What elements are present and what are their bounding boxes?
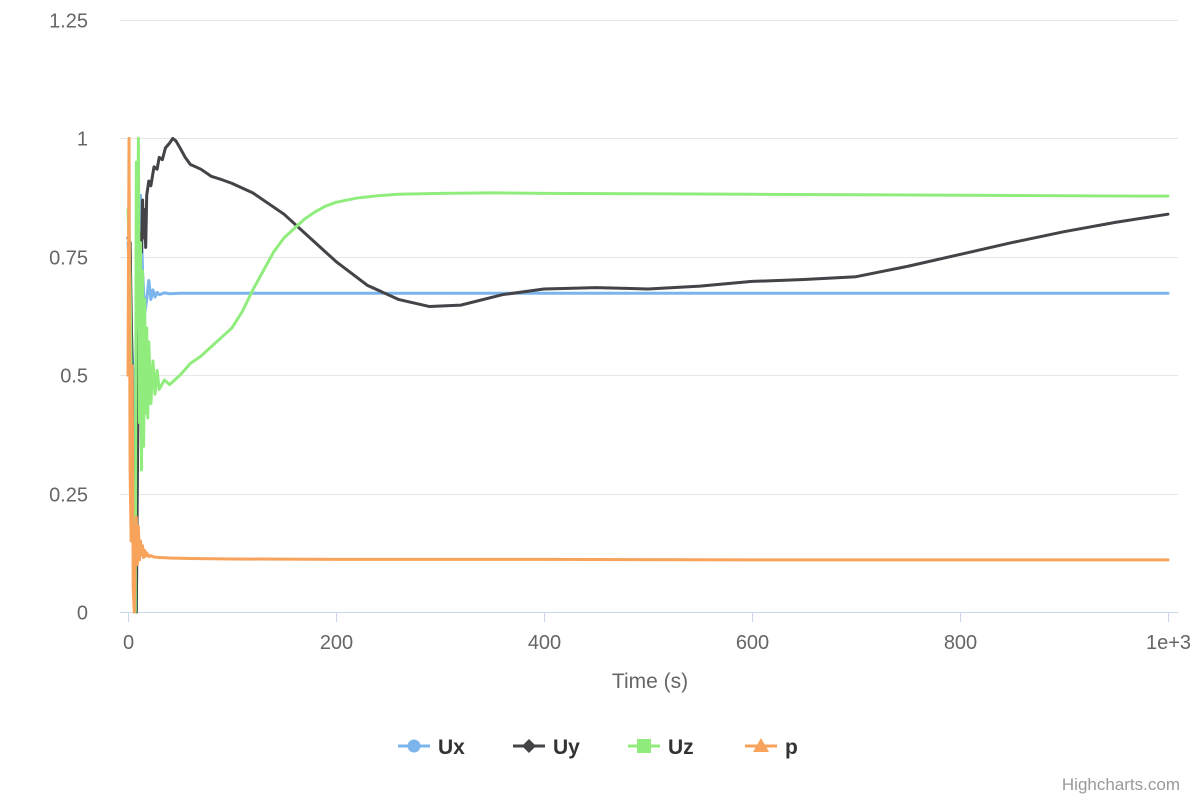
series-line-uz[interactable]: [126, 136, 1170, 614]
legend-label: Uz: [668, 736, 694, 759]
y-tick-label: 0.5: [60, 366, 88, 388]
series-line-uy[interactable]: [126, 136, 1170, 614]
x-tick-label: 400: [528, 632, 561, 654]
triangle-marker-icon: [753, 738, 769, 752]
diamond-marker-icon: [522, 739, 536, 753]
x-tick-label: 600: [736, 632, 769, 654]
x-tick-label: 800: [944, 632, 977, 654]
y-tick-label: 0.25: [49, 485, 88, 507]
legend-item-p[interactable]: p: [745, 736, 798, 759]
grid-lines: [120, 20, 1178, 495]
legend-item-uy[interactable]: Uy: [513, 736, 580, 759]
x-axis: 0 200 400 600 800 1e+3: [120, 612, 1191, 654]
x-tick-label: 1e+3: [1146, 632, 1191, 654]
legend-item-uz[interactable]: Uz: [628, 736, 694, 759]
x-tick-label: 0: [123, 632, 134, 654]
circle-marker-icon: [407, 739, 421, 753]
credits[interactable]: Highcharts.com: [1062, 775, 1180, 794]
legend: Ux Uy Uz p: [398, 736, 798, 759]
series-line-p[interactable]: [126, 136, 1170, 614]
legend-item-ux[interactable]: Ux: [398, 736, 465, 759]
y-tick-label: 1.25: [49, 11, 88, 33]
x-axis-title: Time (s): [612, 670, 688, 693]
legend-label: Uy: [553, 736, 580, 759]
legend-label: Ux: [438, 736, 465, 759]
y-tick-label: 0: [77, 603, 88, 625]
square-marker-icon: [637, 739, 651, 753]
y-tick-label: 1: [77, 129, 88, 151]
y-axis: 0 0.25 0.5 0.75 1 1.25: [49, 11, 88, 625]
plot-area: [126, 136, 1170, 614]
legend-label: p: [785, 736, 798, 759]
y-tick-label: 0.75: [49, 248, 88, 270]
x-tick-label: 200: [320, 632, 353, 654]
